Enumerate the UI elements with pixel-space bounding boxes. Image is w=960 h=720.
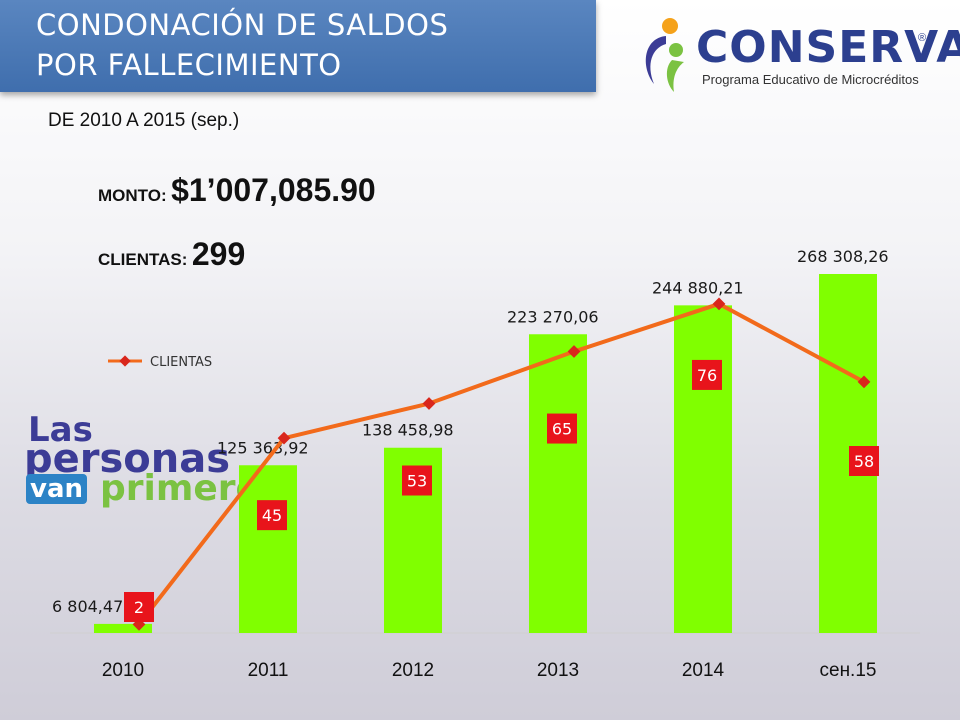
- x-tick-label: 2010: [102, 660, 144, 681]
- clientas-data-label: 45: [262, 506, 282, 525]
- slogan-logo: Las personas van primero.: [22, 410, 274, 520]
- bar-value-label: 125 363,92: [217, 438, 309, 457]
- bar-value-label: 6 804,47: [52, 597, 123, 616]
- x-tick-label: 2014: [682, 660, 725, 681]
- bar: [94, 623, 152, 633]
- clientas-label-box: [692, 359, 722, 390]
- clientas-line: [137, 301, 865, 626]
- clientas-label-box: [257, 500, 287, 531]
- conserva-logo: CONSERVA ® Programa Educativo de Microcr…: [636, 14, 960, 96]
- clientas-value: 299: [191, 236, 246, 272]
- title-line-1: CONDONACIÓN DE SALDOS: [36, 8, 449, 42]
- x-tick-label: 2012: [392, 660, 434, 681]
- bar: [529, 334, 587, 633]
- clientas-data-label: 58: [854, 452, 874, 471]
- clientas-summary: CLIENTAS: 299: [98, 236, 245, 273]
- bar-value-label: 223 270,06: [507, 307, 599, 326]
- clientas-point: [422, 397, 436, 410]
- monto-value: $1’007,085.90: [171, 172, 376, 208]
- bar: [239, 465, 297, 633]
- clientas-data-label: 76: [697, 366, 717, 385]
- x-tick-label: сен.15: [820, 660, 877, 681]
- x-tick-label: 2013: [537, 660, 579, 681]
- bar-value-label: 138 458,98: [362, 421, 454, 440]
- legend-label-clientas: CLIENTAS: [150, 355, 212, 370]
- slogan-line-3: van: [26, 474, 88, 504]
- monto-label: MONTO:: [98, 186, 167, 205]
- legend-marker-swatch: [119, 355, 131, 367]
- clientas-label-box: [124, 592, 154, 622]
- x-tick-label: 2011: [248, 660, 289, 681]
- clientas-label-box: [547, 413, 577, 444]
- title-line-2: POR FALLECIMIENTO: [36, 48, 342, 82]
- logo-name: CONSERVA: [696, 22, 960, 73]
- logo-registered-mark: ®: [918, 32, 927, 44]
- subtitle: DE 2010 A 2015 (sep.): [48, 110, 240, 131]
- clientas-point: [277, 431, 291, 445]
- clientas-data-label: 65: [552, 420, 572, 439]
- clientas-line-layer: 2 45 53 65 76 58: [124, 297, 879, 631]
- clientas-data-label: 2: [134, 598, 144, 617]
- clientas-data-label: 53: [407, 472, 427, 491]
- x-tick-labels: 2010 2011 2012 2013 2014 сен.15: [102, 660, 877, 681]
- logo-tagline: Programa Educativo de Microcréditos: [702, 72, 919, 87]
- legend: CLIENTAS: [108, 355, 212, 370]
- bar: [674, 305, 732, 633]
- slogan-line-1: Las: [28, 410, 93, 450]
- clientas-label-box: [849, 446, 879, 476]
- title-band: CONDONACIÓN DE SALDOS POR FALLECIMIENTO: [0, 0, 596, 92]
- bar-value-label: 268 308,26: [797, 247, 889, 266]
- monto-summary: MONTO: $1’007,085.90: [98, 172, 376, 209]
- bar-value-label: 244 880,21: [652, 278, 744, 297]
- clientas-label: CLIENTAS:: [98, 250, 188, 269]
- conserva-logo-icon: [645, 18, 684, 92]
- clientas-label-box: [402, 465, 432, 496]
